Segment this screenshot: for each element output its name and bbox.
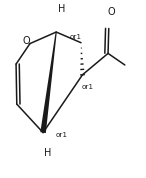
Text: H: H — [45, 148, 52, 158]
Text: or1: or1 — [55, 132, 67, 138]
Text: or1: or1 — [70, 34, 82, 40]
Polygon shape — [40, 32, 57, 133]
Text: or1: or1 — [82, 84, 94, 90]
Text: H: H — [58, 4, 65, 14]
Text: O: O — [107, 7, 115, 17]
Text: O: O — [22, 36, 30, 46]
